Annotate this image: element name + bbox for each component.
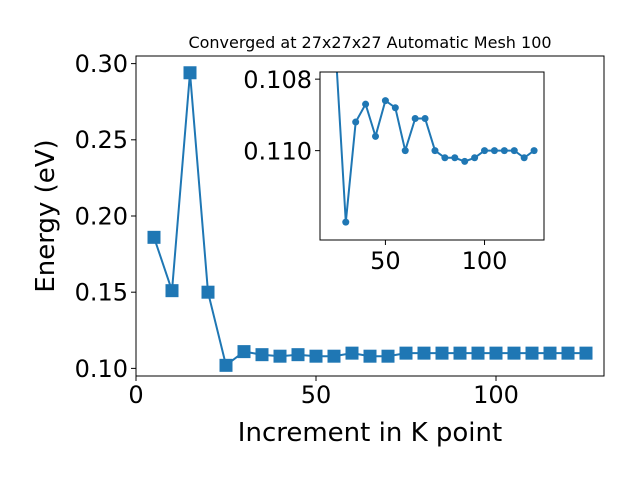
inset-data-point bbox=[381, 97, 389, 105]
main-data-point bbox=[273, 349, 287, 363]
inset-data-point bbox=[431, 147, 439, 155]
main-data-point bbox=[165, 284, 179, 298]
inset-data-point bbox=[481, 147, 489, 155]
main-data-point bbox=[417, 346, 431, 360]
inset-data-point bbox=[362, 100, 370, 108]
inset-plot-frame bbox=[319, 71, 545, 241]
main-y-tick-label: 0.15 bbox=[75, 279, 128, 307]
inset-background bbox=[320, 72, 544, 240]
main-x-tick-label: 50 bbox=[301, 381, 332, 409]
inset-series bbox=[335, 72, 538, 226]
main-x-tick-label: 100 bbox=[473, 381, 519, 409]
main-data-point bbox=[561, 346, 575, 360]
main-data-point bbox=[147, 230, 161, 244]
inset-data-point bbox=[401, 147, 409, 155]
main-data-point bbox=[453, 346, 467, 360]
inset-y-tick-label: 0.110 bbox=[243, 138, 312, 166]
main-data-point bbox=[291, 348, 305, 362]
inset-data-point bbox=[451, 154, 459, 162]
inset-data-point bbox=[461, 157, 469, 165]
inset-x-tick-label: 100 bbox=[462, 247, 508, 275]
x-axis-label: Increment in K point bbox=[238, 418, 502, 448]
main-data-point bbox=[345, 346, 359, 360]
main-data-point bbox=[237, 345, 251, 359]
chart-title: Converged at 27x27x27 Automatic Mesh 100 bbox=[188, 33, 551, 52]
inset-data-point bbox=[530, 147, 538, 155]
inset-data-point bbox=[490, 147, 498, 155]
main-data-point bbox=[183, 66, 197, 80]
main-y-tick-label: 0.30 bbox=[75, 50, 128, 78]
main-data-point bbox=[507, 346, 521, 360]
inset-y-tick-label: 0.108 bbox=[243, 66, 312, 94]
inset-data-point bbox=[421, 114, 429, 122]
main-x-tick-label: 0 bbox=[128, 381, 143, 409]
inset-data-point bbox=[352, 118, 360, 126]
inset-data-point bbox=[441, 154, 449, 162]
inset-data-point bbox=[471, 154, 479, 162]
inset-data-point bbox=[342, 218, 350, 226]
main-data-point bbox=[525, 346, 539, 360]
main-series bbox=[147, 66, 593, 372]
inset-ticks: 50 100 0.108 0.110 bbox=[243, 66, 507, 275]
main-data-point bbox=[219, 358, 233, 372]
main-data-point bbox=[201, 285, 215, 299]
main-data-point bbox=[543, 346, 557, 360]
main-data-point bbox=[363, 349, 377, 363]
main-data-point bbox=[489, 346, 503, 360]
main-ticks: 0 50 100 0.10 0.15 0.20 0.25 0.30 bbox=[75, 50, 519, 409]
main-data-point bbox=[399, 346, 413, 360]
main-data-point bbox=[327, 349, 341, 363]
main-y-tick-label: 0.10 bbox=[75, 355, 128, 383]
inset-data-point bbox=[510, 147, 518, 155]
inset-data-point bbox=[391, 104, 399, 112]
inset-data-point bbox=[520, 154, 528, 162]
y-axis-label: Energy (eV) bbox=[31, 139, 61, 292]
inset-data-point bbox=[372, 132, 380, 140]
main-data-point bbox=[471, 346, 485, 360]
main-data-point bbox=[435, 346, 449, 360]
inset-x-tick-label: 50 bbox=[370, 247, 401, 275]
inset-data-point bbox=[500, 147, 508, 155]
main-data-point bbox=[255, 348, 269, 362]
main-y-tick-label: 0.20 bbox=[75, 202, 128, 230]
main-data-point bbox=[579, 346, 593, 360]
main-data-point bbox=[381, 349, 395, 363]
inset-data-point bbox=[411, 114, 419, 122]
main-y-tick-label: 0.25 bbox=[75, 126, 128, 154]
main-data-point bbox=[309, 349, 323, 363]
